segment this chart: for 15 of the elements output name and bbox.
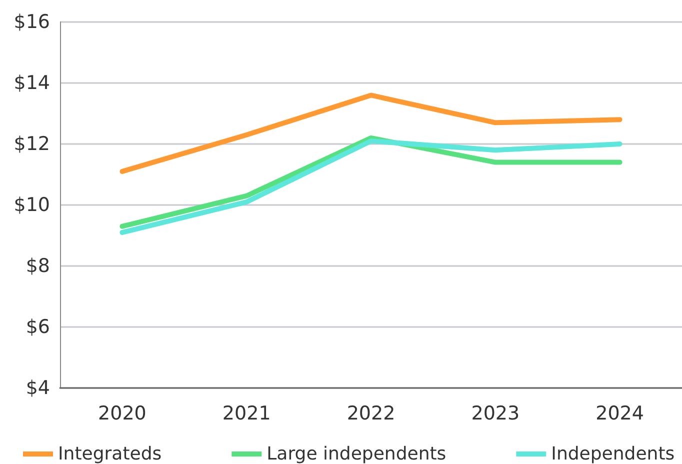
- x-tick-label: 2024: [596, 402, 644, 424]
- x-tick-label: 2020: [98, 402, 146, 424]
- legend-label: Independents: [551, 444, 675, 464]
- x-tick-label: 2022: [346, 402, 396, 424]
- y-tick-label: $14: [14, 72, 50, 94]
- y-tick-label: $12: [14, 133, 50, 155]
- x-tick-label: 2023: [471, 402, 520, 424]
- legend-label: Integrateds: [58, 444, 162, 464]
- legend-label: Large independents: [266, 444, 446, 464]
- y-tick-label: $16: [14, 11, 50, 33]
- y-tick-label: $8: [26, 255, 50, 277]
- x-tick-label: 2021: [222, 402, 271, 424]
- y-tick-label: $4: [26, 377, 50, 399]
- y-tick-label: $10: [14, 194, 50, 216]
- y-tick-label: $6: [26, 316, 50, 338]
